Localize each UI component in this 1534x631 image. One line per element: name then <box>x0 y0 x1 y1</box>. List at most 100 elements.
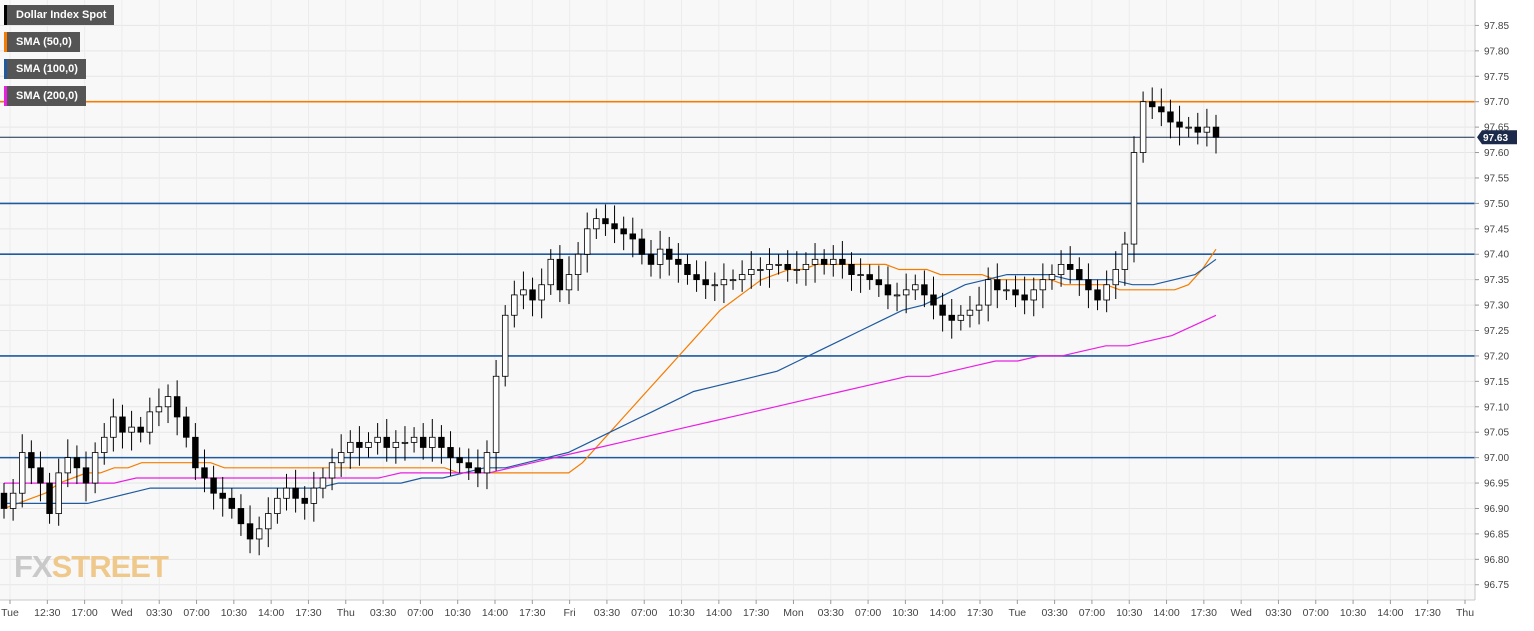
x-tick-label: Fri <box>563 607 575 619</box>
candle-body <box>629 233 637 240</box>
x-tick-label: Mon <box>783 607 804 619</box>
legend-item-sma-50[interactable]: SMA (50,0) <box>4 32 80 52</box>
x-tick-label: Thu <box>1456 607 1474 619</box>
candle-body <box>483 452 491 474</box>
x-tick-label: 03:30 <box>818 607 844 619</box>
x-tick-label: 17:00 <box>71 607 97 619</box>
candle-body <box>37 467 44 484</box>
candle-body <box>246 523 254 540</box>
fxstreet-logo: FXSTREET <box>14 549 169 585</box>
x-tick-label: 10:30 <box>221 607 247 619</box>
candle-body <box>1148 101 1156 108</box>
candle-body <box>301 497 308 504</box>
candle-body <box>1066 264 1074 270</box>
y-tick-label: 97.85 <box>1484 21 1509 32</box>
candle-body <box>830 258 837 265</box>
legend-item-sma-200[interactable]: SMA (200,0) <box>4 86 86 106</box>
candle-body <box>511 294 518 316</box>
candle-body <box>1103 284 1110 301</box>
x-tick-label: 03:30 <box>146 607 172 619</box>
candle-body <box>82 467 90 484</box>
candle-body <box>1003 289 1010 292</box>
candle-body <box>392 441 400 448</box>
legend-item-sma-100[interactable]: SMA (100,0) <box>4 59 86 79</box>
candle-body <box>1048 274 1056 281</box>
candle-body <box>684 264 691 275</box>
candle-body <box>930 294 937 306</box>
candle-body <box>337 452 345 464</box>
candle-body <box>1194 126 1201 133</box>
y-tick-label: 97.15 <box>1484 377 1509 388</box>
candle-body <box>1139 101 1147 153</box>
x-tick-label: 10:30 <box>1116 607 1142 619</box>
candle-body <box>574 253 582 275</box>
candle-body <box>228 497 236 509</box>
candle-body <box>884 284 892 296</box>
candle-body <box>984 279 992 306</box>
candle-body <box>1158 106 1165 113</box>
candle-body <box>1030 289 1037 301</box>
candle-body <box>1167 111 1174 123</box>
y-tick-label: 96.80 <box>1484 555 1509 566</box>
candle-body <box>556 258 564 291</box>
candle-body <box>948 314 955 321</box>
legend-item-dollar-index[interactable]: Dollar Index Spot <box>4 5 115 25</box>
candle-body <box>748 269 755 275</box>
x-axis: Tue 12:30 17:00 Wed 03:30 07:00 10:30 14:00 17:3… <box>1 600 1474 619</box>
candle-body <box>711 284 719 287</box>
y-tick-label: 97.35 <box>1484 275 1509 286</box>
candle-body <box>46 482 53 514</box>
candle-body <box>465 462 472 469</box>
y-tick-label: 97.00 <box>1484 453 1509 464</box>
y-tick-label: 97.75 <box>1484 72 1509 83</box>
x-tick-label: 14:00 <box>482 607 508 619</box>
last-price-tag: 97.63 <box>1477 130 1517 145</box>
y-tick-label: 96.95 <box>1484 479 1509 490</box>
x-tick-label: 07:00 <box>855 607 881 619</box>
candle-body <box>647 253 655 265</box>
candle-body <box>602 218 609 225</box>
y-tick-label: 97.30 <box>1484 301 1509 312</box>
candle-body <box>119 416 126 433</box>
candle-body <box>255 528 263 540</box>
last-price-label: 97.63 <box>1483 133 1508 144</box>
candle-body <box>456 457 463 464</box>
candle-body <box>356 441 363 448</box>
candle-body <box>611 223 618 230</box>
candle-body <box>583 228 591 255</box>
candle-body <box>966 309 974 316</box>
candle-body <box>28 452 35 469</box>
candle-body <box>848 264 855 275</box>
candle-body <box>237 508 245 525</box>
candle-body <box>347 441 354 453</box>
candle-body <box>893 294 901 297</box>
x-tick-label: 03:30 <box>594 607 620 619</box>
candle-body <box>137 426 144 433</box>
candle-body <box>410 436 418 443</box>
candle-body <box>1130 152 1138 245</box>
candle-body <box>1057 264 1065 275</box>
candle-body <box>73 457 81 469</box>
x-tick-label: 17:30 <box>743 607 769 619</box>
y-tick-label: 97.25 <box>1484 326 1509 337</box>
candle-body <box>274 497 281 514</box>
y-tick-label: 97.45 <box>1484 224 1509 235</box>
legend-label-dollar-index: Dollar Index Spot <box>16 9 107 21</box>
candle-body <box>757 269 764 271</box>
candle-body <box>666 248 673 260</box>
candle-body <box>374 436 381 443</box>
candle-body <box>91 452 99 484</box>
candle-body <box>1121 243 1129 270</box>
y-tick-label: 97.70 <box>1484 97 1509 108</box>
candle-body <box>210 477 217 494</box>
x-tick-label: 07:00 <box>183 607 209 619</box>
candle-body <box>939 304 946 316</box>
y-tick-label: 97.10 <box>1484 402 1509 413</box>
candle-body <box>702 279 709 286</box>
plot-background <box>0 0 1475 600</box>
candle-body <box>1094 289 1101 301</box>
candle-body <box>201 467 208 479</box>
candle-body <box>429 436 436 448</box>
candle-body <box>975 304 983 311</box>
legend-label-sma-100: SMA (100,0) <box>16 63 78 75</box>
